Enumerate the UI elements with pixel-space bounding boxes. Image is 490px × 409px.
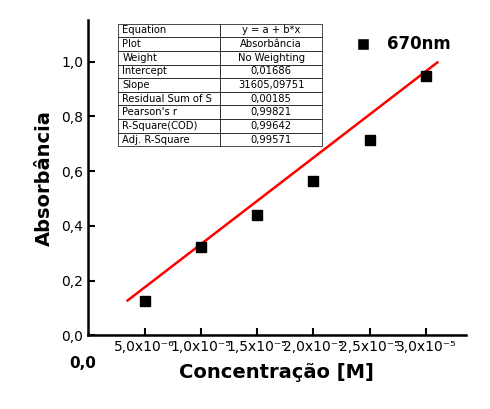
Legend: 670nm: 670nm bbox=[340, 29, 457, 60]
Y-axis label: Absorbância: Absorbância bbox=[35, 110, 54, 246]
X-axis label: Concentração [M]: Concentração [M] bbox=[179, 362, 374, 382]
Text: 0,0: 0,0 bbox=[69, 356, 96, 371]
